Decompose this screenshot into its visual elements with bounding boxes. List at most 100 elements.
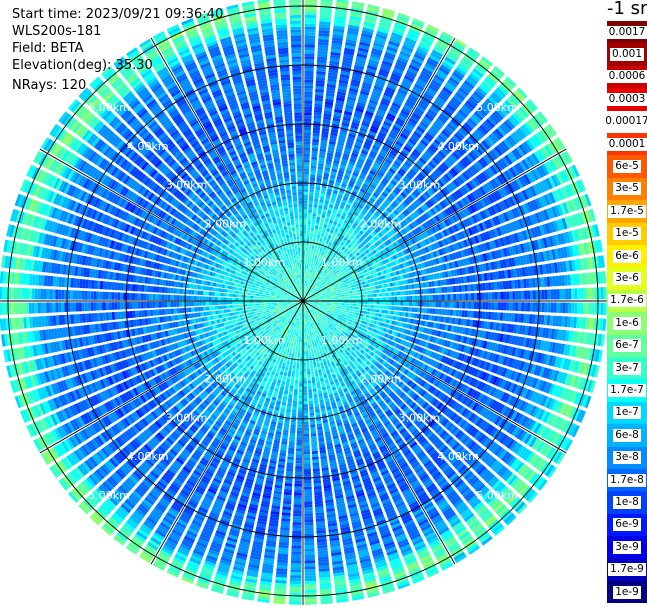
range-gate-cell xyxy=(414,289,418,295)
range-gate-cell xyxy=(311,221,315,226)
range-gate-cell xyxy=(344,172,351,177)
range-gate-cell xyxy=(357,225,362,230)
range-gate-cell xyxy=(318,160,325,164)
range-gate-cell xyxy=(340,305,344,308)
range-gate-cell xyxy=(366,7,380,13)
range-gate-cell xyxy=(529,185,537,197)
range-gate-cell xyxy=(340,294,344,297)
range-gate-cell xyxy=(502,156,510,167)
range-gate-cell xyxy=(494,110,504,121)
range-gate-cell xyxy=(312,144,319,149)
range-gate-cell xyxy=(352,295,356,299)
range-gate-cell xyxy=(527,290,531,300)
range-gate-cell xyxy=(372,45,384,51)
range-gate-cell xyxy=(331,236,335,241)
range-gate-cell xyxy=(311,153,318,158)
range-gate-cell xyxy=(458,310,462,317)
range-gate-cell xyxy=(351,1,365,7)
range-gate-cell xyxy=(458,145,467,154)
range-gate-cell xyxy=(468,135,478,144)
range-gate-cell xyxy=(320,145,327,150)
range-gate-cell xyxy=(331,283,335,287)
range-gate-cell xyxy=(376,156,384,163)
range-gate-cell xyxy=(306,290,308,293)
range-gate-cell xyxy=(381,288,386,293)
range-gate-cell xyxy=(330,226,335,231)
range-gate-cell xyxy=(370,308,374,312)
range-gate-cell xyxy=(407,156,416,163)
range-gate-cell xyxy=(315,189,320,194)
range-gate-cell xyxy=(425,62,436,71)
range-gate-cell xyxy=(515,129,524,141)
range-gate-cell xyxy=(331,305,335,308)
range-gate-cell xyxy=(516,232,522,242)
range-gate-cell xyxy=(406,140,415,148)
range-gate-cell xyxy=(467,227,474,236)
range-gate-cell xyxy=(492,191,500,201)
range-gate-cell xyxy=(303,209,308,213)
range-gate-cell xyxy=(383,54,395,61)
range-gate-cell xyxy=(317,284,321,288)
range-gate-cell xyxy=(382,248,387,254)
range-gate-cell xyxy=(366,158,374,164)
range-gate-cell xyxy=(309,260,312,264)
range-gate-cell xyxy=(377,207,384,213)
range-gate-cell xyxy=(388,292,392,296)
range-gate-cell xyxy=(347,255,351,260)
range-gate-cell xyxy=(328,69,339,74)
range-gate-cell xyxy=(481,140,491,150)
range-gate-cell xyxy=(346,33,358,39)
range-gate-cell xyxy=(324,266,328,270)
range-gate-cell xyxy=(368,266,373,271)
range-gate-cell xyxy=(316,272,320,276)
range-gate-cell xyxy=(444,197,451,206)
range-gate-cell xyxy=(572,214,579,226)
range-gate-cell xyxy=(482,253,488,262)
range-gate-cell xyxy=(320,302,324,303)
range-gate-cell xyxy=(342,222,347,227)
range-gate-cell xyxy=(456,111,466,121)
range-gate-cell xyxy=(309,189,314,193)
range-gate-cell xyxy=(315,80,325,84)
range-gate-cell xyxy=(342,273,347,278)
range-gate-cell xyxy=(431,266,436,273)
range-gate-cell xyxy=(436,152,444,161)
range-gate-cell xyxy=(409,168,417,176)
range-gate-cell xyxy=(469,192,477,202)
range-gate-cell xyxy=(347,298,351,301)
range-gate-cell xyxy=(454,202,461,211)
range-gate-cell xyxy=(468,257,473,265)
range-gate-cell xyxy=(355,309,359,313)
range-gate-cell xyxy=(336,97,345,102)
range-gate-cell xyxy=(362,273,367,278)
range-gate-cell xyxy=(323,302,327,304)
range-gate-cell xyxy=(353,301,357,304)
range-gate-cell xyxy=(393,286,397,291)
range-gate-cell xyxy=(468,293,472,300)
range-gate-cell xyxy=(440,256,446,263)
range-gate-cell xyxy=(322,286,326,290)
range-gate-cell xyxy=(358,254,363,259)
range-gate-cell xyxy=(328,255,332,259)
range-gate-cell xyxy=(401,201,408,208)
range-gate-cell xyxy=(314,228,318,232)
range-gate-cell xyxy=(390,202,397,209)
range-gate-cell xyxy=(361,278,365,282)
range-gate-cell xyxy=(457,64,469,74)
range-gate-cell xyxy=(402,235,408,242)
range-gate-cell xyxy=(340,215,346,220)
range-gate-cell xyxy=(487,116,497,127)
range-gate-cell xyxy=(380,149,388,155)
range-gate-cell xyxy=(305,298,309,300)
range-gate-cell xyxy=(385,49,397,56)
range-gate-cell xyxy=(352,303,356,307)
range-gate-cell xyxy=(546,193,553,205)
range-gate-cell xyxy=(491,68,503,79)
range-gate-cell xyxy=(439,132,449,141)
range-gate-cell xyxy=(459,231,466,239)
range-gate-cell xyxy=(444,173,452,182)
range-gate-cell xyxy=(307,271,309,275)
range-gate-cell xyxy=(485,282,489,291)
range-gate-cell xyxy=(333,156,341,162)
range-gate-cell xyxy=(522,242,528,253)
